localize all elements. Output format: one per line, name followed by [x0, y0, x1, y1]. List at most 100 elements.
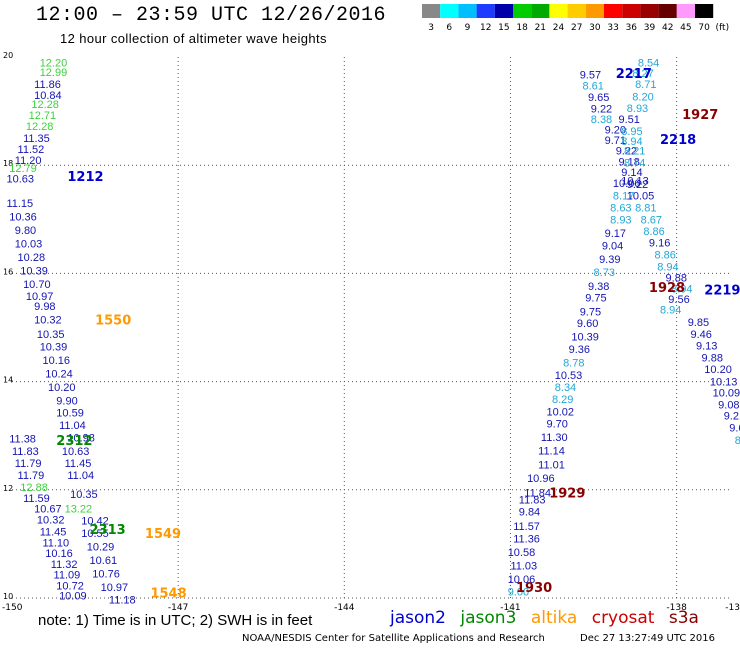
wave-height-value: 9.71	[605, 135, 626, 147]
wave-height-value: 9.65	[588, 92, 609, 104]
wave-height-value: 10.70	[23, 279, 51, 291]
pass-number-label: 1930	[516, 581, 552, 596]
wave-height-value: 11.79	[15, 458, 42, 470]
wave-height-value: 12.28	[31, 99, 59, 111]
legend-label: 12	[480, 23, 491, 32]
lat-tick-label: 18	[3, 159, 13, 168]
satellite-altika: altika	[530, 608, 578, 628]
wave-height-value: 10.59	[56, 407, 84, 419]
wave-height-value: 8.71	[635, 79, 656, 91]
wave-height-value: 9.22	[591, 103, 612, 115]
wave-height-value: 11.36	[513, 533, 540, 545]
wave-height-value: 8.81	[635, 202, 656, 214]
legend-swatch	[676, 4, 695, 18]
wave-height-value: 11.30	[541, 432, 568, 444]
wave-height-value: 10.06	[508, 574, 536, 586]
wave-height-value: 11.15	[6, 198, 33, 210]
legend-swatch	[658, 4, 677, 18]
wave-height-value: 10.16	[42, 355, 70, 367]
wave-height-value: 11.35	[23, 133, 50, 145]
wave-height-value: 9.17	[605, 228, 626, 240]
wave-height-value: 10.20	[704, 364, 732, 376]
wave-height-value: 10.32	[34, 314, 62, 326]
satellite-s3a: s3a	[668, 608, 699, 628]
wave-height-value: 9.36	[569, 344, 590, 356]
wave-height-value: 10.13	[710, 377, 738, 389]
wave-height-value: 9.22	[616, 146, 637, 158]
pass-number-label: 2217	[616, 67, 652, 82]
wave-height-value: 8.86	[654, 249, 675, 261]
wave-height-value: 8.63	[610, 202, 631, 214]
legend-label: 33	[607, 23, 618, 32]
legend-label: 30	[589, 23, 601, 32]
wave-height-value: 11.09	[54, 570, 81, 582]
legend-label: 6	[446, 23, 452, 32]
wave-height-value: 10.76	[92, 569, 120, 581]
legend-swatch	[604, 4, 623, 18]
wave-height-value: 10.84	[34, 90, 62, 102]
legend-label: 24	[553, 23, 565, 32]
lon-tick-label: -144	[334, 603, 355, 613]
legend-label: 27	[571, 23, 582, 32]
wave-height-value: 9.18	[618, 156, 639, 168]
legend-swatch	[695, 4, 714, 18]
wave-height-value: 8.94	[660, 305, 681, 317]
lat-tick-label: 14	[3, 376, 13, 385]
legend-swatch	[567, 4, 586, 18]
wave-height-value: 8.38	[591, 114, 612, 126]
wave-height-value: 8.95	[621, 126, 642, 138]
wave-height-value: 8.93	[610, 214, 631, 226]
generated-timestamp: Dec 27 13:27:49 UTC 2016	[580, 633, 715, 644]
satellite-jason3: jason3	[460, 608, 517, 628]
legend-swatch	[513, 4, 532, 18]
lat-tick-label: 12	[3, 484, 13, 493]
wave-height-value: 9.85	[688, 317, 709, 329]
wave-height-value: 10.53	[555, 370, 583, 382]
wave-height-value: 11.45	[40, 526, 67, 538]
lon-tick-label: -150	[2, 603, 23, 613]
wave-height-value: 9.60	[729, 423, 740, 435]
legend-label: 3	[428, 23, 434, 32]
wave-height-value: 9.14	[621, 167, 642, 179]
wave-height-value: 12.71	[29, 110, 57, 122]
wave-height-value: 9.08	[718, 399, 739, 411]
wave-height-value: 10.06	[613, 178, 641, 190]
pass-number-label: 2313	[90, 523, 126, 538]
wave-height-value: 9.38	[588, 281, 609, 293]
legend-swatch	[494, 4, 513, 18]
wave-height-value: 10.09	[713, 387, 740, 399]
wave-height-value: 9.04	[602, 240, 623, 252]
pass-number-label: 2219	[704, 284, 740, 299]
wave-height-value: 8.80	[735, 435, 740, 447]
wave-height-value: 9.70	[546, 418, 567, 430]
wave-height-value: 8.61	[582, 81, 603, 93]
wave-height-value: 9.46	[690, 329, 711, 341]
legend-label: 21	[535, 23, 546, 32]
wave-height-value: 9.84	[519, 506, 540, 518]
wave-height-value: 9.60	[577, 318, 598, 330]
wave-height-value: 8.86	[643, 226, 664, 238]
wave-height-value: 10.32	[37, 515, 65, 527]
wave-height-value: 8.17	[613, 190, 634, 202]
wave-height-value: 11.04	[59, 420, 86, 432]
wave-height-value: 11.59	[23, 493, 50, 505]
wave-height-value: 8.73	[594, 267, 615, 279]
wave-height-value: 11.86	[34, 79, 61, 91]
pass-number-label: 1212	[67, 170, 103, 185]
wave-height-value: 10.24	[45, 368, 73, 380]
wave-height-value: 9.98	[34, 301, 55, 313]
pass-number-label: 1550	[95, 313, 131, 328]
wave-height-value: 9.22	[627, 179, 648, 191]
wave-height-value: 10.02	[546, 406, 574, 418]
wave-height-value: 9.80	[15, 225, 36, 237]
wave-height-value: 8.34	[555, 382, 576, 394]
legend-label: 45	[680, 23, 691, 32]
wave-height-value: 11.10	[42, 537, 69, 549]
lat-tick-label: 20	[3, 51, 13, 60]
wave-height-value: 11.57	[513, 521, 540, 533]
lon-tick-label: -13	[725, 603, 740, 613]
wave-height-value: 10.72	[56, 581, 84, 593]
wave-height-value: 9.20	[605, 124, 626, 136]
wave-height-value: 9.16	[649, 238, 670, 250]
wave-height-value: 8.94	[671, 284, 692, 296]
